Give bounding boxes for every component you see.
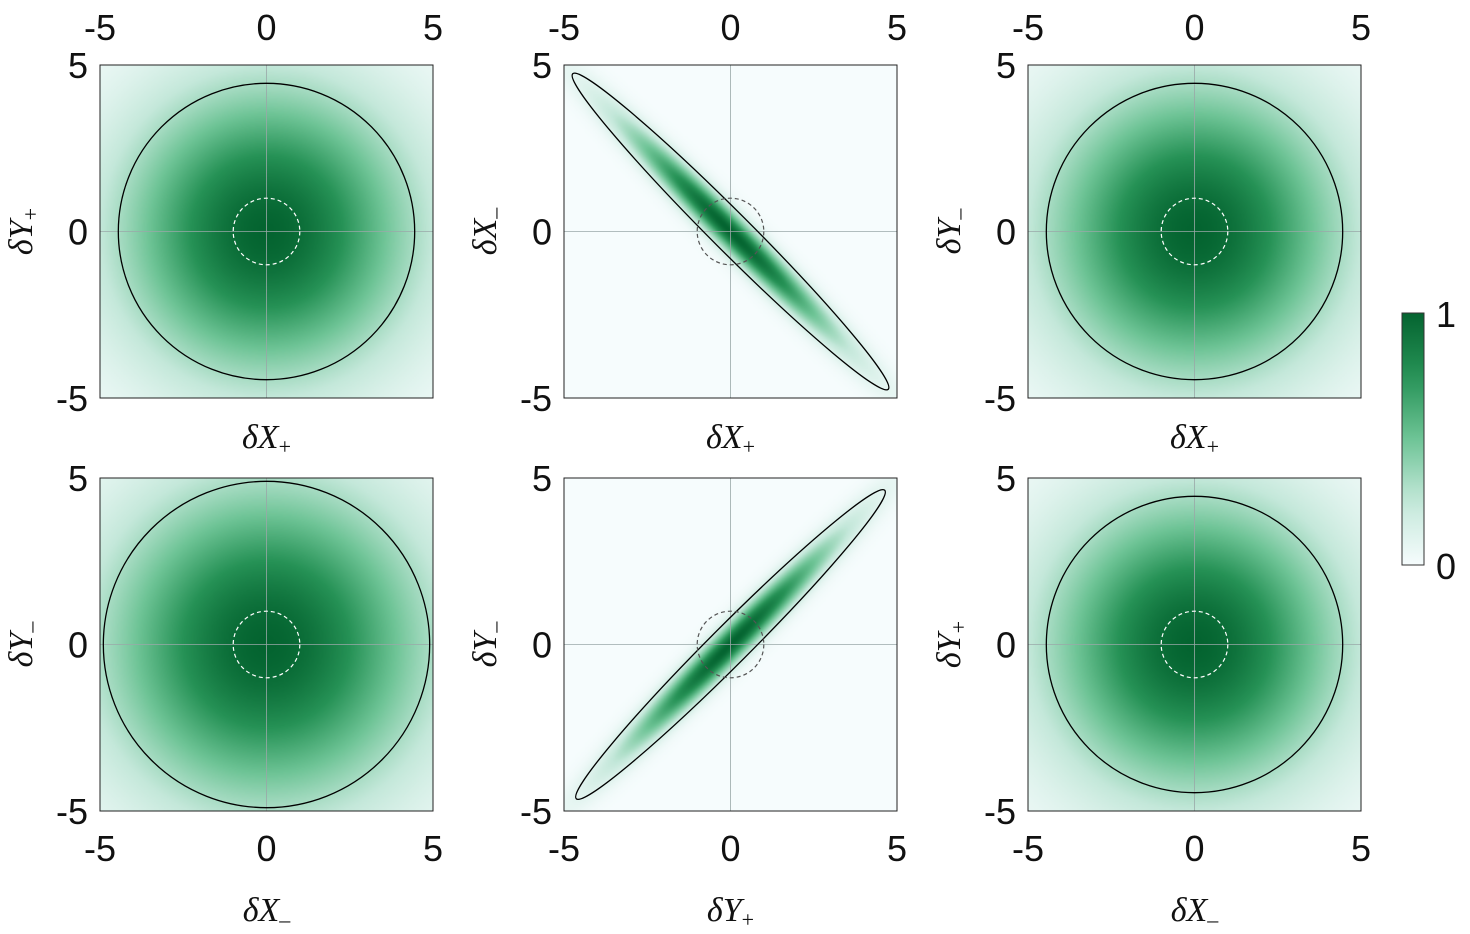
inner-contour — [1160, 197, 1229, 266]
y-tick-label: 0 — [996, 212, 1016, 253]
x-tick-label: -5 — [84, 7, 116, 48]
y-axis-label: δY– — [3, 621, 43, 668]
outer-contour — [117, 82, 416, 381]
x-tick-label: 5 — [423, 828, 443, 869]
x-axis-label: δY+ — [707, 892, 754, 932]
panel-bottom-left: -5 0 5 5 0 -5 δX– δY– — [3, 458, 443, 932]
y-axis-label: δY– — [467, 621, 507, 668]
x-axis-label: δX+ — [1170, 419, 1219, 459]
colorbar-max-label: 1 — [1436, 294, 1456, 335]
x-axis-label: δX– — [1171, 892, 1220, 932]
y-tick-label: 5 — [996, 458, 1016, 499]
x-tick-label: 0 — [720, 828, 740, 869]
x-axis-label: δX+ — [706, 419, 755, 459]
axes-frame — [99, 64, 434, 399]
panel-top-middle: -5 0 5 5 0 -5 δX+ δX– — [467, 7, 907, 459]
outer-contour — [102, 480, 431, 809]
x-tick-label: -5 — [548, 7, 580, 48]
panel-top-left: -5 0 5 5 0 -5 δX+ δY+ — [3, 7, 443, 459]
x-tick-label: 5 — [887, 7, 907, 48]
x-tick-label: 5 — [1351, 7, 1371, 48]
x-axis-label: δX+ — [242, 419, 291, 459]
axes-frame — [563, 64, 898, 399]
inner-contour — [232, 610, 301, 679]
inner-contour — [1160, 610, 1229, 679]
outer-contour — [1045, 82, 1344, 381]
colorbar: 10 — [1401, 294, 1456, 587]
outer-contour — [571, 72, 890, 391]
axes-frame — [1027, 477, 1362, 812]
x-tick-label: 0 — [720, 7, 740, 48]
y-tick-label: 0 — [532, 625, 552, 666]
y-tick-label: 0 — [996, 625, 1016, 666]
x-tick-label: 0 — [1184, 828, 1204, 869]
outer-contour — [1045, 495, 1344, 794]
y-tick-label: -5 — [56, 791, 88, 832]
inner-contour — [696, 610, 765, 679]
y-tick-label: -5 — [984, 378, 1016, 419]
x-tick-label: 0 — [256, 7, 276, 48]
y-tick-label: 0 — [68, 212, 88, 253]
x-tick-label: 5 — [1351, 828, 1371, 869]
y-tick-label: 5 — [532, 458, 552, 499]
y-tick-label: -5 — [56, 378, 88, 419]
x-tick-label: 0 — [1184, 7, 1204, 48]
axes-frame — [99, 477, 434, 812]
y-tick-label: 0 — [532, 212, 552, 253]
colorbar-gradient — [1401, 312, 1425, 566]
panel-bottom-right: -5 0 5 5 0 -5 δX– δY+ — [931, 458, 1371, 932]
inner-contour — [696, 197, 765, 266]
axes-frame — [1027, 64, 1362, 399]
x-tick-label: -5 — [1012, 7, 1044, 48]
x-axis-label: δX– — [243, 892, 292, 932]
y-tick-label: 5 — [996, 45, 1016, 86]
y-axis-label: δY+ — [3, 208, 43, 255]
y-tick-label: -5 — [520, 378, 552, 419]
y-axis-label: δY+ — [931, 621, 971, 668]
x-tick-label: 5 — [887, 828, 907, 869]
y-tick-label: 5 — [532, 45, 552, 86]
y-axis-label: δX– — [467, 207, 507, 256]
outer-contour — [575, 489, 886, 800]
y-tick-label: -5 — [984, 791, 1016, 832]
x-tick-label: -5 — [548, 828, 580, 869]
panel-top-right: -5 0 5 5 0 -5 δX+ δY– — [931, 7, 1371, 459]
colorbar-min-label: 0 — [1436, 546, 1456, 587]
y-axis-label: δY– — [931, 208, 971, 255]
y-tick-label: 5 — [68, 45, 88, 86]
x-tick-label: -5 — [1012, 828, 1044, 869]
y-tick-label: 5 — [68, 458, 88, 499]
inner-contour — [232, 197, 301, 266]
x-tick-label: 0 — [256, 828, 276, 869]
axes-frame — [563, 477, 898, 812]
x-tick-label: -5 — [84, 828, 116, 869]
y-tick-label: 0 — [68, 625, 88, 666]
y-tick-label: -5 — [520, 791, 552, 832]
panel-bottom-middle: -5 0 5 5 0 -5 δY+ δY– — [467, 458, 907, 932]
x-tick-label: 5 — [423, 7, 443, 48]
